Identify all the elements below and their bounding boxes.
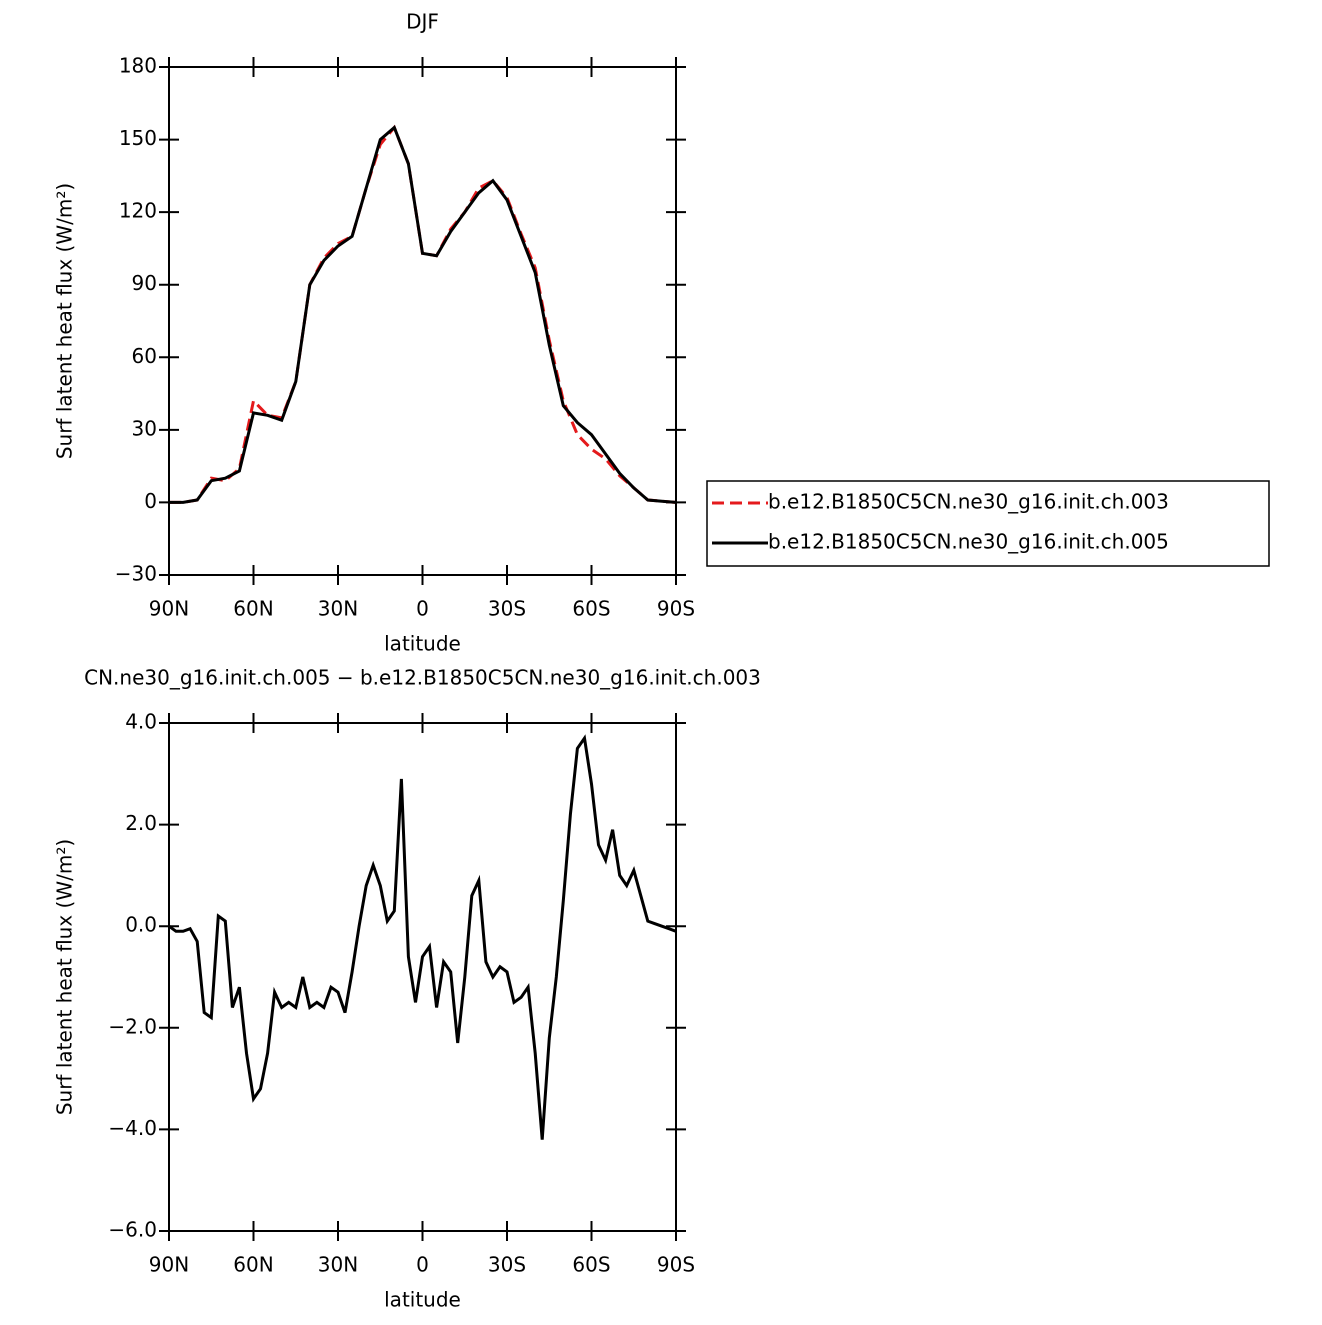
plot-frame [168, 66, 677, 576]
x-tick-label: 0 [416, 1253, 429, 1277]
legend-box [706, 480, 1270, 567]
chart-title: DJF [406, 10, 439, 34]
x-tick-label: 60N [233, 1253, 273, 1277]
x-tick-label: 60S [572, 1253, 610, 1277]
y-tick-label: −4.0 [108, 1116, 157, 1140]
x-tick-label: 30S [488, 597, 526, 621]
y-tick-label: 0.0 [125, 913, 157, 937]
y-tick-label: 30 [132, 416, 157, 440]
x-tick-label: 30N [318, 1253, 358, 1277]
legend-label: b.e12.B1850C5CN.ne30_g16.init.ch.003 [768, 490, 1169, 514]
y-tick-label: 60 [132, 344, 157, 368]
x-tick-label: 30S [488, 1253, 526, 1277]
y-axis-label: Surf latent heat flux (W/m²) [53, 839, 77, 1115]
x-tick-label: 60N [233, 597, 273, 621]
x-axis-label: latitude [384, 1288, 461, 1312]
data-line [169, 734, 676, 1140]
y-tick-label: −30 [115, 562, 157, 586]
x-tick-label: 90S [657, 597, 695, 621]
y-tick-label: 2.0 [125, 811, 157, 835]
plot-frame [168, 722, 677, 1232]
y-tick-label: 0 [144, 489, 157, 513]
x-tick-label: 30N [318, 597, 358, 621]
x-axis-label: latitude [384, 632, 461, 656]
y-tick-label: 120 [119, 199, 157, 223]
y-tick-label: −6.0 [108, 1218, 157, 1242]
y-tick-label: −2.0 [108, 1014, 157, 1038]
y-tick-label: 4.0 [125, 710, 157, 734]
legend-label: b.e12.B1850C5CN.ne30_g16.init.ch.005 [768, 530, 1169, 554]
x-tick-label: 90N [149, 1253, 189, 1277]
y-tick-label: 90 [132, 271, 157, 295]
y-tick-label: 150 [119, 126, 157, 150]
x-tick-label: 90S [657, 1253, 695, 1277]
chart-title: CN.ne30_g16.init.ch.005 − b.e12.B1850C5C… [84, 666, 761, 690]
x-tick-label: 0 [416, 597, 429, 621]
y-axis-label: Surf latent heat flux (W/m²) [53, 183, 77, 459]
x-tick-label: 60S [572, 597, 610, 621]
y-tick-label: 180 [119, 54, 157, 78]
data-line [169, 124, 676, 504]
x-tick-label: 90N [149, 597, 189, 621]
